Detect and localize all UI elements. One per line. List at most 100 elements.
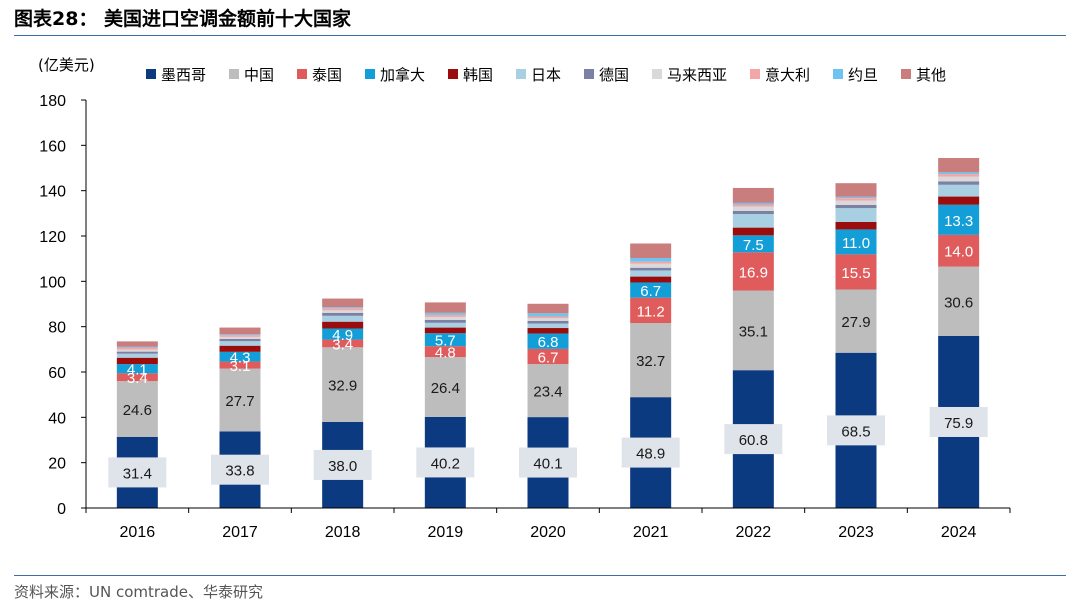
bar-segment (116, 364, 158, 374)
data-label: 32.9 (328, 378, 357, 395)
x-tick-label: 2024 (941, 524, 977, 541)
data-label: 13.3 (944, 213, 973, 230)
legend-swatch (297, 69, 307, 79)
data-label: 75.9 (944, 415, 973, 432)
bar-segment (527, 323, 569, 329)
data-label: 30.6 (944, 294, 973, 311)
legend-label: 其他 (916, 66, 946, 84)
bar-segment (219, 341, 261, 346)
data-label: 14.0 (944, 244, 973, 261)
bar-segment (630, 323, 672, 398)
bar-segment (938, 196, 980, 205)
data-label: 15.5 (841, 265, 870, 282)
data-label: 6.7 (640, 283, 661, 300)
bar-segment (424, 327, 466, 334)
bar-segment (835, 198, 877, 201)
bar-segment (116, 349, 158, 352)
bar-segment (630, 297, 672, 324)
bar-segment (219, 368, 261, 432)
source-note: 资料来源：UN comtrade、华泰研究 (14, 583, 263, 601)
bar-segment (938, 181, 980, 185)
bar-segment (219, 345, 261, 352)
bar-segment (527, 313, 569, 317)
bar-segment (938, 266, 980, 336)
bar-segment (835, 196, 877, 199)
bar-segment (219, 334, 261, 336)
stacked-bar-chart: (亿美元) 墨西哥 中国 泰国 加拿大 韩国 日本 德国 马来西亚 意大利 约旦 其他 0 20 40 6… (38, 56, 1011, 541)
legend-swatch (516, 69, 526, 79)
data-label: 40.2 (431, 455, 460, 472)
legend-label: 墨西哥 (161, 66, 206, 84)
bar-segment (732, 210, 774, 215)
x-axis: 2016 2017 2018 2019 2020 2021 2022 2023 2024 (85, 507, 1011, 541)
bar-segment (527, 328, 569, 334)
bar-segment (938, 176, 980, 182)
bar-segment (219, 335, 261, 337)
bar-segment (116, 357, 158, 365)
bar-segment (630, 263, 672, 268)
bar-segment (835, 289, 877, 353)
legend-swatch (146, 69, 156, 79)
bar-segment (424, 316, 466, 320)
data-label: 3.4 (332, 336, 353, 353)
data-label: 35.1 (739, 323, 768, 340)
bar-segment (219, 351, 261, 362)
data-label: 4.9 (332, 327, 353, 344)
bar-segment (527, 321, 569, 324)
bar-segment (116, 347, 158, 350)
bar-segment (938, 204, 980, 235)
data-label: 68.5 (841, 423, 870, 440)
bar-segment (630, 282, 672, 298)
y-tick-label: 80 (48, 320, 66, 337)
bar-segment (938, 234, 980, 267)
bar-segment (938, 174, 980, 177)
x-tick-label: 2019 (428, 524, 464, 541)
data-label-box (827, 415, 885, 446)
legend-swatch (750, 69, 760, 79)
bar-segment (732, 290, 774, 371)
legend-label: 中国 (244, 66, 274, 84)
data-label: 24.6 (123, 402, 152, 419)
data-label: 38.0 (328, 458, 357, 475)
data-label: 60.8 (739, 432, 768, 449)
bar-segment (322, 298, 364, 308)
legend-label: 日本 (531, 66, 561, 84)
bar-segment (527, 318, 569, 321)
x-tick-label: 2023 (838, 524, 874, 541)
data-label: 31.4 (123, 465, 152, 482)
bar-segment (527, 364, 569, 418)
data-label: 11.0 (842, 235, 870, 252)
bar-segment (732, 187, 774, 203)
legend-label: 加拿大 (380, 66, 425, 84)
data-label: 27.9 (841, 314, 870, 331)
footer-divider (14, 575, 1066, 576)
bar-segment (424, 312, 466, 315)
bar-segment (116, 346, 158, 348)
y-axis: 0 20 40 60 80 100 120 140 160 180 (39, 93, 87, 518)
bar-segment (732, 214, 774, 228)
y-tick-label: 120 (39, 229, 66, 246)
bar-segment (219, 361, 261, 369)
x-tick-label: 2020 (530, 524, 566, 541)
y-tick-label: 140 (39, 184, 66, 201)
x-tick-label: 2022 (736, 524, 772, 541)
data-label-box (929, 406, 988, 437)
legend-swatch (448, 69, 458, 79)
bar-segment (322, 307, 364, 309)
bar-segment (322, 312, 364, 316)
data-label: 27.7 (225, 393, 254, 410)
bar-segment (835, 221, 877, 230)
bar-segment (424, 302, 466, 313)
data-label-box (108, 457, 167, 488)
bar-segment (322, 347, 364, 422)
bar-segment (732, 227, 774, 236)
legend-swatch (229, 69, 239, 79)
y-tick-label: 180 (39, 93, 66, 110)
bar-segment (322, 310, 364, 313)
bar-segment (116, 381, 158, 437)
bar-segment (630, 257, 672, 262)
bar-segment (938, 184, 980, 197)
data-label: 33.8 (225, 463, 254, 480)
data-label: 23.4 (533, 384, 562, 401)
bar-segment (219, 336, 261, 339)
